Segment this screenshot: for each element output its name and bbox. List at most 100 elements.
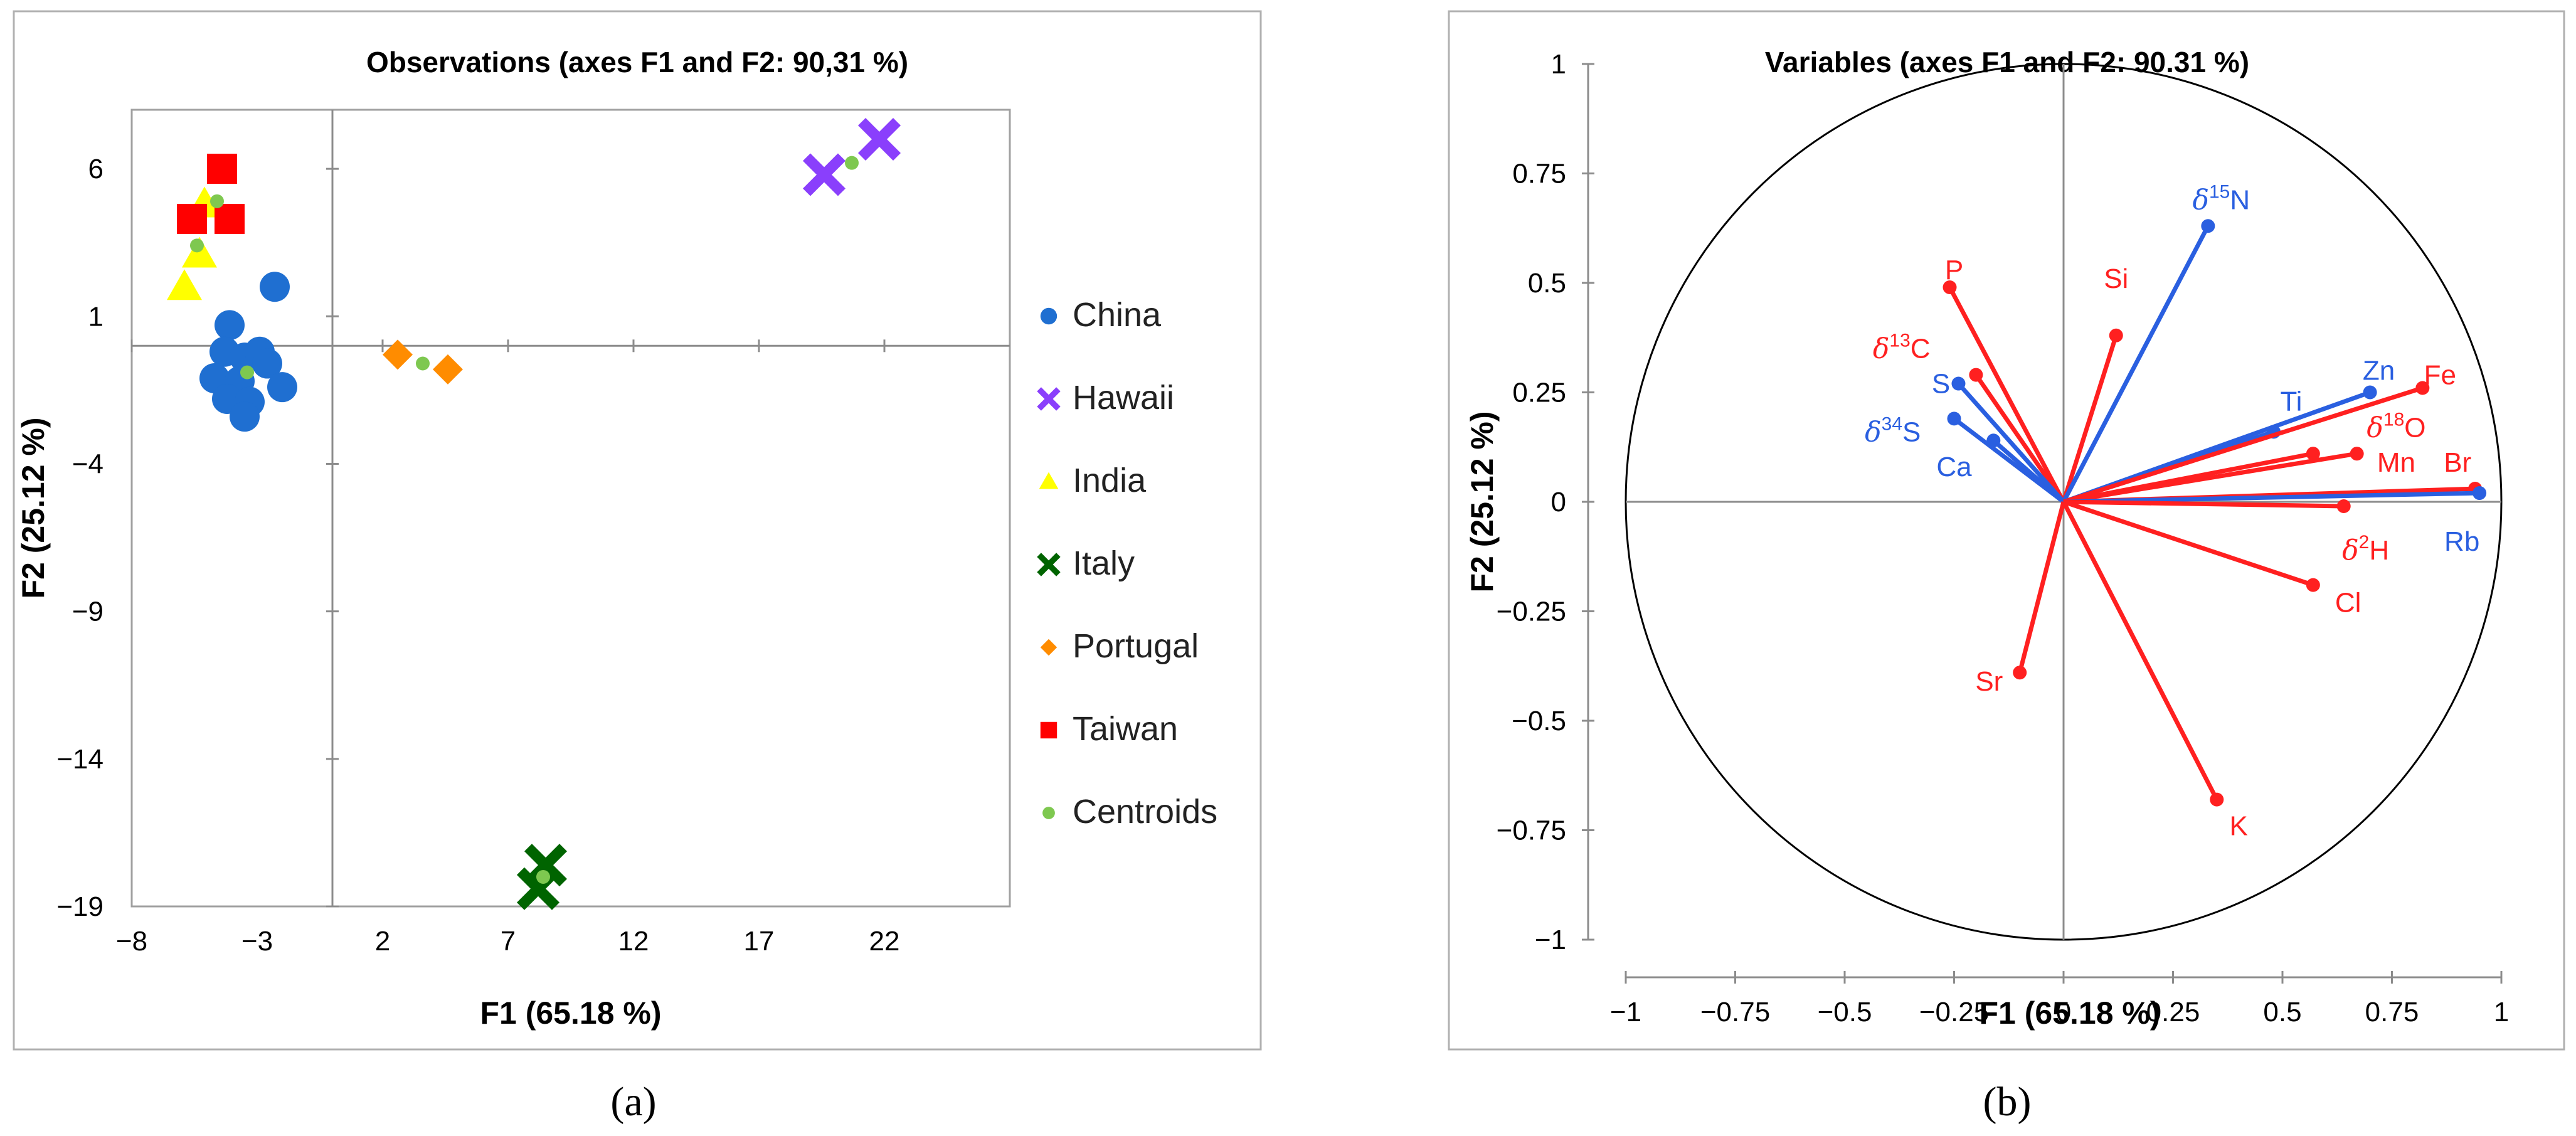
vector-s xyxy=(1956,382,2065,504)
vector-label-p: P xyxy=(1945,255,1963,285)
vector-endpoint-cl xyxy=(2306,578,2320,592)
vector-delta-2h xyxy=(2063,499,2344,509)
data-point-taiwan xyxy=(215,204,245,235)
vector-endpoint-mn xyxy=(2350,447,2364,461)
chart-b-x-tick-label: 1 xyxy=(2494,997,2509,1027)
vector-label-ca: Ca xyxy=(1936,452,1972,482)
vector-endpoint-k xyxy=(2210,792,2224,807)
chart-b-title: Variables (axes F1 and F2: 90.31 %) xyxy=(1765,46,2249,78)
vector-label-cl: Cl xyxy=(2335,588,2361,618)
vector-endpoint-ca xyxy=(1986,433,2001,448)
chart-b-y-tick-label: −1 xyxy=(1535,925,1566,955)
chart-a-x-tick-label: 7 xyxy=(501,926,516,957)
chart-a-x-tick-label: 17 xyxy=(744,926,775,957)
chart-b-y-tick-label: 1 xyxy=(1551,49,1566,80)
vector-endpoint-delta-13c xyxy=(1969,368,1983,382)
data-point-centroids xyxy=(210,194,224,208)
vector-label-delta-18o: δ18O xyxy=(2367,409,2425,443)
chart-a-y-tick-label: 6 xyxy=(88,154,103,184)
vector-label-delta-34s: δ34S xyxy=(1865,413,1921,448)
vector-k xyxy=(2061,501,2219,801)
chart-a-x-tick-label: −3 xyxy=(241,926,273,957)
legend-label-china: China xyxy=(1073,296,1162,334)
data-point-centroids xyxy=(190,238,204,253)
legend-label-centroids: Centroids xyxy=(1073,793,1217,831)
vector-endpoint-delta-18o xyxy=(2306,447,2320,461)
data-point-centroids xyxy=(240,365,254,380)
legend-label-italy: Italy xyxy=(1073,544,1135,582)
chart-b-y-tick-label: −0.5 xyxy=(1512,706,1566,736)
legend-marker-portugal xyxy=(1040,639,1057,656)
vector-label-ti: Ti xyxy=(2280,386,2302,417)
vector-endpoint-sr xyxy=(2013,666,2027,680)
chart-a-x-tick-label: 12 xyxy=(618,926,649,957)
chart-a-xlabel: F1 (65.18 %) xyxy=(480,995,661,1031)
chart-b-x-tick-label: 0.75 xyxy=(2365,997,2419,1027)
data-point-taiwan xyxy=(207,154,237,184)
vector-delta-15n xyxy=(2061,225,2210,503)
data-point-portugal xyxy=(433,354,463,385)
vector-mn xyxy=(2063,451,2358,504)
vector-endpoint-delta-15n xyxy=(2201,219,2215,233)
chart-a-y-tick-label: 1 xyxy=(88,301,103,332)
vector-endpoint-delta-34s xyxy=(1947,411,1961,426)
vector-cl xyxy=(2062,499,2314,587)
chart-a-ylabel: F2 (25.12 %) xyxy=(16,417,51,598)
panel-label-a: (a) xyxy=(610,1079,656,1125)
chart-a-y-tick-label: −14 xyxy=(56,744,103,775)
chart-a-x-tick-label: 2 xyxy=(375,926,390,957)
legend-marker-centroids xyxy=(1042,807,1055,819)
vector-rb xyxy=(2063,491,2480,504)
chart-b-x-tick-label: 0 xyxy=(2056,997,2071,1027)
vector-delta-13c xyxy=(1974,373,2065,503)
vector-label-sr: Sr xyxy=(1975,666,2003,697)
chart-b-ylabel: F2 (25.12 %) xyxy=(1465,411,1500,592)
chart-b-y-tick-label: 0.25 xyxy=(1512,378,1566,408)
vector-endpoint-p xyxy=(1943,280,1957,294)
vector-label-s: S xyxy=(1932,369,1950,400)
vector-endpoint-si xyxy=(2109,328,2123,342)
vector-sr xyxy=(2017,501,2066,674)
vector-label-mn: Mn xyxy=(2377,447,2415,478)
vector-label-delta-13c: δ13C xyxy=(1873,331,1931,365)
legend-label-taiwan: Taiwan xyxy=(1073,710,1178,748)
vector-label-br: Br xyxy=(2444,447,2471,478)
chart-b-x-tick-label: −0.5 xyxy=(1818,997,1872,1027)
vector-label-fe: Fe xyxy=(2424,360,2456,391)
chart-a-title: Observations (axes F1 and F2: 90,31 %) xyxy=(366,46,908,78)
data-point-india xyxy=(182,236,217,268)
vector-fe xyxy=(2062,386,2424,504)
chart-b-y-tick-label: −0.75 xyxy=(1497,815,1566,846)
vector-endpoint-rb xyxy=(2473,486,2487,501)
data-point-hawaii xyxy=(802,153,846,196)
data-point-hawaii xyxy=(857,118,901,161)
data-point-centroids xyxy=(845,156,859,170)
vector-label-rb: Rb xyxy=(2444,526,2479,557)
data-point-china xyxy=(252,348,282,379)
legend-marker-taiwan xyxy=(1040,721,1057,739)
legend-marker-china xyxy=(1040,307,1057,325)
observations-chart: Observations (axes F1 and F2: 90,31 %) −… xyxy=(13,10,1262,1051)
chart-b-x-tick-label: −0.75 xyxy=(1700,997,1770,1027)
vector-ca xyxy=(1992,438,2065,504)
data-point-taiwan xyxy=(177,204,207,235)
chart-b-xlabel: F1 (65.18 %) xyxy=(1979,995,2160,1031)
vector-endpoint-zn xyxy=(2363,385,2377,400)
chart-b-x-tick-label: −1 xyxy=(1610,997,1641,1027)
data-point-china xyxy=(230,401,260,432)
chart-b-y-tick-label: −0.25 xyxy=(1497,597,1566,627)
chart-b-x-tick-label: 0.25 xyxy=(2146,997,2200,1027)
chart-a-x-tick-label: 22 xyxy=(869,926,900,957)
vector-si xyxy=(2061,334,2119,503)
data-point-china xyxy=(215,310,245,341)
chart-b-frame xyxy=(1448,10,2565,1051)
legend-marker-india xyxy=(1039,472,1059,489)
chart-a-x-tick-label: −8 xyxy=(116,926,147,957)
chart-a-y-tick-label: −9 xyxy=(72,597,103,627)
vector-label-k: K xyxy=(2230,811,2248,842)
chart-a-y-tick-label: −4 xyxy=(72,449,103,479)
chart-b-x-tick-label: 0.5 xyxy=(2263,997,2301,1027)
vector-label-delta-2h: δ2H xyxy=(2342,532,2389,566)
data-point-centroids xyxy=(536,869,550,884)
